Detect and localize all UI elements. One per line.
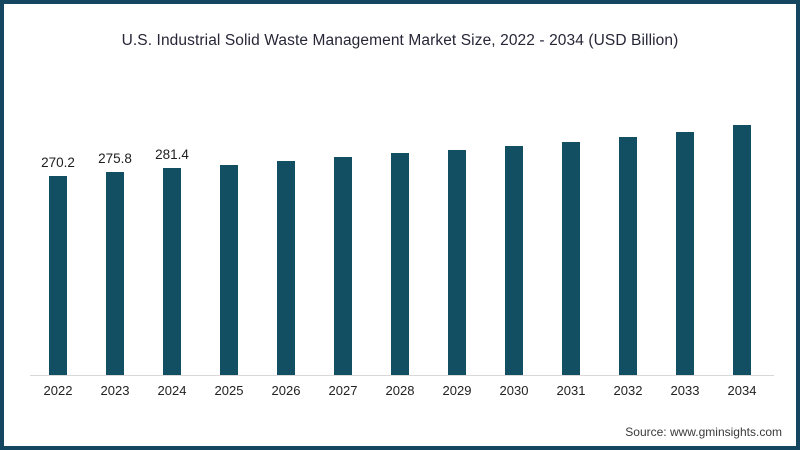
x-tick-label-2032: 2032 [613,383,643,398]
bar-2031 [562,141,580,375]
bar-2032 [619,136,637,375]
x-tick-label-2025: 2025 [214,383,244,398]
bar-2024 [163,168,181,375]
bar-2022 [49,176,67,375]
x-tick-label-2027: 2027 [328,383,358,398]
bar-2023 [106,172,124,375]
bar-value-label-2024: 281.4 [155,147,189,163]
x-tick-label-2034: 2034 [727,383,757,398]
bar-2034 [733,125,751,375]
bar-2027 [334,156,352,375]
x-tick-label-2029: 2029 [442,383,472,398]
bar-value-label-2023: 275.8 [98,151,132,167]
bar-2025 [220,165,238,375]
x-tick-label-2024: 2024 [157,383,187,398]
bar-2029 [448,150,466,375]
bar-2030 [505,146,523,375]
x-tick-label-2022: 2022 [43,383,73,398]
x-tick-label-2028: 2028 [385,383,415,398]
x-tick-label-2030: 2030 [499,383,529,398]
x-tick-label-2023: 2023 [100,383,130,398]
source-attribution: Source: www.gminsights.com [625,425,782,439]
chart-title: U.S. Industrial Solid Waste Management M… [121,32,679,49]
x-tick-label-2026: 2026 [271,383,301,398]
plot-area: 270.2 2022 275.8 2023 281.4 2024 2025 2026 2027 2… [4,4,796,446]
x-tick-label-2031: 2031 [556,383,586,398]
x-axis-line [30,375,774,376]
bar-2026 [277,160,295,375]
bar-value-label-2022: 270.2 [41,155,75,171]
x-tick-label-2033: 2033 [670,383,700,398]
bar-2028 [391,153,409,375]
bar-2033 [676,131,694,375]
